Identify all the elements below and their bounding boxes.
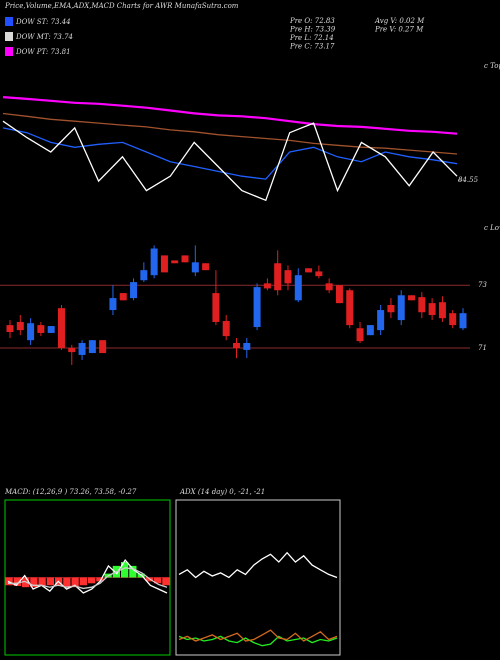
candle-body <box>130 282 138 299</box>
candle-body <box>233 343 240 349</box>
price-info: Pre V: 0.27 M <box>374 26 424 34</box>
price-info: Pre H: 73.39 <box>289 26 336 34</box>
histogram-bar <box>13 577 21 587</box>
candle-body <box>305 268 313 273</box>
histogram-bar <box>154 577 162 584</box>
legend-swatch <box>5 47 13 56</box>
candle-body <box>109 298 117 311</box>
candle-body <box>243 343 251 350</box>
candle-body <box>37 325 45 333</box>
series-line <box>7 559 168 594</box>
candle-body <box>160 255 168 273</box>
candle-body <box>315 271 323 277</box>
candle-body <box>387 305 395 313</box>
legend-label: DOW PT: 73.81 <box>15 48 71 56</box>
price-info: Pre C: 73.17 <box>289 43 335 51</box>
series-line <box>178 551 338 579</box>
legend-swatch <box>5 17 13 26</box>
legend-label: DOW ST: 73.44 <box>15 18 71 26</box>
candle-body <box>191 262 199 273</box>
histogram-bar <box>79 577 87 586</box>
annotation: c Tops <box>484 62 500 70</box>
series-line <box>178 635 338 647</box>
histogram-bar <box>71 577 79 588</box>
series-line <box>2 127 458 180</box>
legend-label: DOW MT: 73.74 <box>15 33 73 41</box>
candle-body <box>140 270 148 281</box>
panel-title: MACD: (12,26,9 ) 73.26, 73.58, -0.27 <box>4 488 137 496</box>
legend-swatch <box>5 32 13 41</box>
price-info: Pre L: 72.14 <box>289 34 334 42</box>
price-info: Pre O: 72.83 <box>289 17 335 25</box>
y-tick-label: 71 <box>478 344 487 352</box>
candle-body <box>88 340 96 354</box>
candle-body <box>356 328 364 342</box>
series-line <box>178 629 338 642</box>
candle-body <box>377 310 385 331</box>
annotation: c Lows <box>484 224 500 232</box>
series-line <box>8 567 168 590</box>
candle-body <box>274 263 282 291</box>
candle-body <box>202 263 210 271</box>
candle-body <box>418 297 426 313</box>
histogram-bar <box>38 577 46 587</box>
candle-body <box>325 283 333 291</box>
histogram-bar <box>30 577 38 588</box>
histogram-bar <box>46 577 54 586</box>
panel-title: ADX (14 day) 0, -21, -21 <box>179 488 265 496</box>
series-line <box>2 120 458 202</box>
histogram-bar <box>63 577 71 588</box>
candle-body <box>335 285 343 304</box>
candle-body <box>366 325 374 336</box>
candle-body <box>449 313 457 326</box>
candle-body <box>99 340 107 354</box>
candle-body <box>408 295 416 301</box>
candle-body <box>346 290 354 326</box>
candle-body <box>119 293 127 301</box>
candle-body <box>27 323 35 341</box>
y-tick-label: 73 <box>478 281 487 289</box>
candle-body <box>68 348 76 353</box>
histogram-bar <box>162 577 170 586</box>
candle-body <box>438 302 446 319</box>
panel-frame <box>175 499 341 656</box>
candle-body <box>181 255 189 263</box>
histogram-bar <box>121 562 129 578</box>
candle-body <box>253 287 261 327</box>
histogram-bar <box>129 565 137 578</box>
price-info: Avg V: 0.02 M <box>374 17 425 25</box>
candle-body <box>428 303 436 316</box>
candle-body <box>459 313 467 329</box>
candle-body <box>16 321 24 331</box>
candle-body <box>397 295 405 321</box>
candle-body <box>284 270 292 284</box>
candle-body <box>57 308 65 349</box>
series-line <box>2 96 458 135</box>
histogram-bar <box>88 577 96 584</box>
candle-body <box>171 260 179 264</box>
y-tick-label: 84.55 <box>458 176 479 184</box>
candle-body <box>294 275 302 301</box>
candle-body <box>150 248 158 276</box>
candle-body <box>222 321 230 337</box>
series-line <box>2 112 458 155</box>
candle-body <box>47 326 55 333</box>
page-title: Price,Volume,EMA,ADX,MACD Charts for AWR… <box>4 2 239 10</box>
candle-body <box>6 325 14 333</box>
histogram-bar <box>96 577 104 582</box>
candle-body <box>263 283 271 289</box>
candle-body <box>212 293 220 322</box>
candle-body <box>78 343 86 355</box>
